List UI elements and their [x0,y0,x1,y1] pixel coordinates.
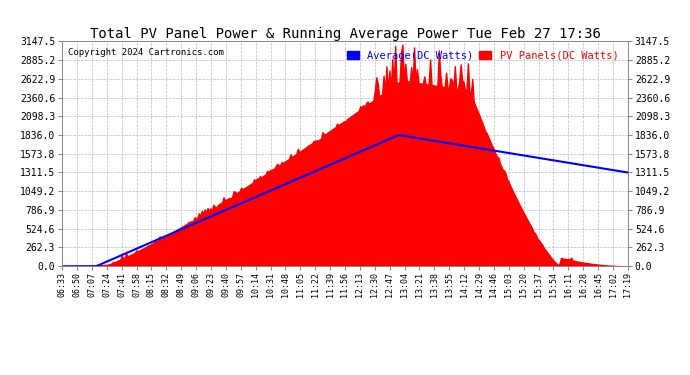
Text: Copyright 2024 Cartronics.com: Copyright 2024 Cartronics.com [68,48,224,57]
Legend: Average(DC Watts), PV Panels(DC Watts): Average(DC Watts), PV Panels(DC Watts) [342,46,622,65]
Title: Total PV Panel Power & Running Average Power Tue Feb 27 17:36: Total PV Panel Power & Running Average P… [90,27,600,41]
